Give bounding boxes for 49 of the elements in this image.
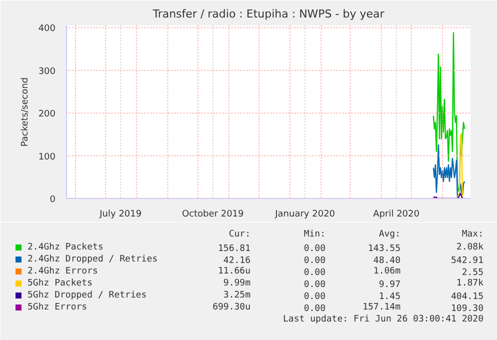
text: 0.00 [304, 280, 326, 290]
legend-label: 2.4Ghz Errors [28, 266, 98, 276]
text: 542.91 [450, 256, 484, 266]
text: Min: [304, 230, 326, 240]
text: 11.66u [218, 266, 251, 276]
text: 9.97 [378, 280, 401, 290]
text: 143.55 [368, 244, 401, 254]
text: 404.15 [450, 292, 484, 302]
text: Max: [462, 230, 484, 240]
x-tick-label: April 2020 [373, 210, 420, 220]
line-series [456, 132, 464, 198]
text: 157.14m [362, 302, 401, 312]
line-series [432, 144, 466, 198]
y-tick-label: 300 [38, 66, 56, 77]
text: 699.30u [212, 302, 251, 312]
y-tick-label: 400 [38, 24, 56, 34]
y-tick-label: 100 [38, 152, 56, 162]
y-tick-label: 0 [50, 195, 56, 205]
legend-label: 5Ghz Dropped / Retries [28, 290, 147, 300]
chart-title: Transfer / radio : Etupiha : NWPS - by year [152, 8, 385, 20]
x-tick-label: January 2020 [274, 210, 336, 220]
text: 0.00 [304, 244, 326, 254]
x-tick-label: July 2019 [98, 210, 142, 220]
text: 0.00 [304, 292, 326, 302]
legend-label: 2.4Ghz Dropped / Retries [28, 254, 158, 264]
text: 9.99m [223, 278, 250, 288]
line-series [432, 32, 466, 192]
text: 0.00 [304, 268, 326, 278]
text: 1.45 [378, 292, 401, 302]
legend-label: 5Ghz Packets [28, 278, 93, 288]
x-tick-label: October 2019 [182, 210, 244, 220]
text: 156.81 [218, 244, 251, 254]
text: 48.40 [373, 256, 400, 266]
text: Last update: Fri Jun 26 03:00:41 2020 [283, 314, 484, 324]
text: 0.00 [304, 304, 326, 314]
y-tick-label: 200 [38, 110, 56, 120]
text: Avg: [378, 230, 401, 240]
legend-label: 2.4Ghz Packets [28, 242, 104, 252]
text: Cur: [228, 230, 251, 240]
text: 109.30 [450, 304, 484, 314]
text: 1.87k [456, 278, 484, 288]
text: 0.00 [304, 256, 326, 266]
text: 3.25m [223, 290, 250, 300]
text: 1.06m [373, 266, 400, 276]
text: 42.16 [223, 256, 250, 266]
legend-label: 5Ghz Errors [28, 302, 88, 312]
y-axis-title: Packets/second [20, 77, 30, 147]
text: 2.55 [462, 268, 484, 278]
text: 2.08k [456, 242, 484, 252]
